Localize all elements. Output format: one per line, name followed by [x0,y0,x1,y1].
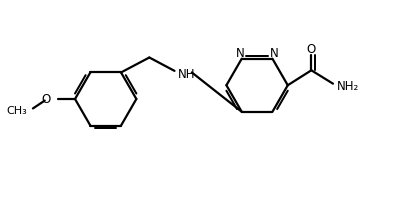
Text: N: N [236,47,244,60]
Text: CH₃: CH₃ [6,106,27,116]
Text: O: O [307,43,316,56]
Text: NH: NH [177,68,195,81]
Text: O: O [41,92,50,106]
Text: NH₂: NH₂ [337,80,359,92]
Text: N: N [270,47,278,60]
